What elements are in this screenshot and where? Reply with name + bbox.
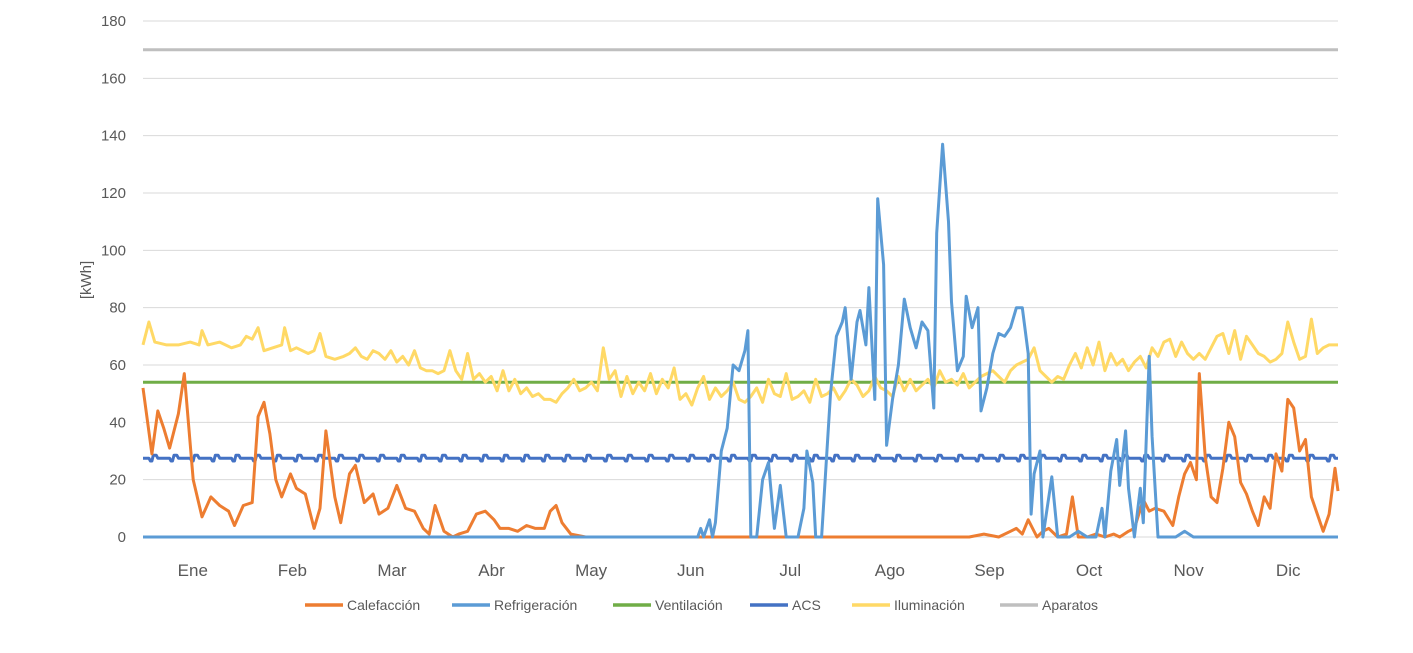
gridlines bbox=[143, 20, 1338, 538]
x-tick-label: Oct bbox=[1076, 561, 1103, 580]
legend-label: ACS bbox=[792, 597, 821, 613]
x-tick-label: Ago bbox=[875, 561, 905, 580]
y-axis-ticks: 0 20 40 60 80 100 120 140 160 180 bbox=[101, 13, 126, 546]
legend-label: Calefacción bbox=[347, 597, 420, 613]
legend-label: Ventilación bbox=[655, 597, 723, 613]
x-tick-label: Dic bbox=[1276, 561, 1301, 580]
x-axis-ticks: Ene Feb Mar Abr May Jun Jul Ago Sep Oct Nov Dic bbox=[178, 561, 1301, 580]
series-lines bbox=[141, 48, 1340, 539]
x-tick-label: Nov bbox=[1174, 561, 1205, 580]
x-tick-label: Jun bbox=[677, 561, 704, 580]
y-tick-label: 160 bbox=[101, 70, 126, 87]
y-tick-label: 20 bbox=[109, 472, 126, 489]
legend: Calefacción Refrigeración Ventilación ACS Il… bbox=[305, 597, 1098, 613]
x-tick-label: Sep bbox=[974, 561, 1004, 580]
legend-label: Iluminación bbox=[894, 597, 965, 613]
legend-label: Aparatos bbox=[1042, 597, 1098, 613]
series-line bbox=[143, 453, 1338, 463]
y-tick-label: 0 bbox=[118, 529, 126, 546]
legend-label: Refrigeración bbox=[494, 597, 577, 613]
x-tick-label: Feb bbox=[278, 561, 307, 580]
x-tick-label: Jul bbox=[779, 561, 801, 580]
y-tick-label: 100 bbox=[101, 242, 126, 259]
y-axis-label: [kWh] bbox=[78, 261, 95, 299]
series-line bbox=[143, 142, 1338, 539]
x-tick-label: Ene bbox=[178, 561, 208, 580]
x-tick-label: Mar bbox=[377, 561, 407, 580]
x-tick-label: May bbox=[575, 561, 608, 580]
series-line bbox=[141, 317, 1338, 407]
y-tick-label: 80 bbox=[109, 300, 126, 317]
x-tick-label: Abr bbox=[478, 561, 505, 580]
y-tick-label: 180 bbox=[101, 13, 126, 30]
y-tick-label: 120 bbox=[101, 185, 126, 202]
y-tick-label: 140 bbox=[101, 128, 126, 145]
y-tick-label: 40 bbox=[109, 414, 126, 431]
y-tick-label: 60 bbox=[109, 357, 126, 374]
